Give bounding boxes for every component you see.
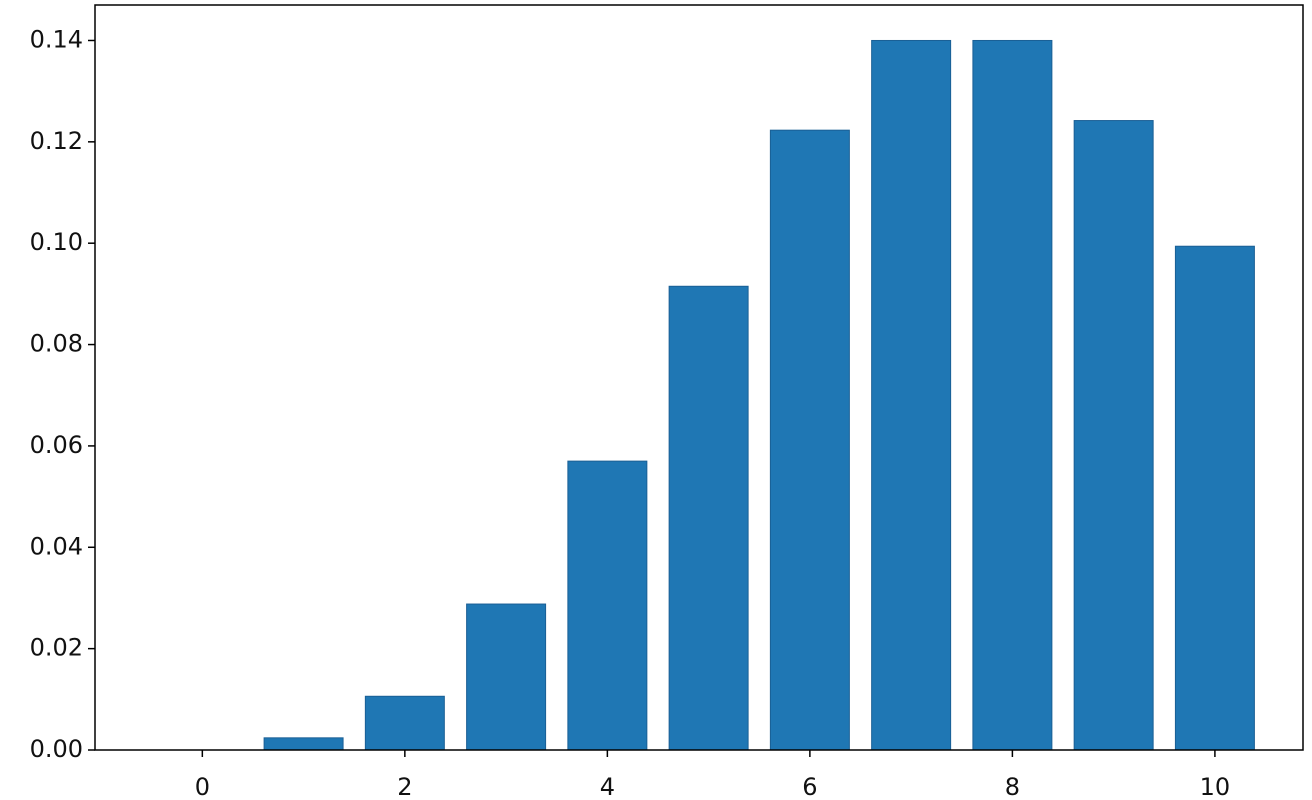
bar [364, 695, 445, 751]
y-tick-label: 0.14 [30, 25, 83, 53]
bar [567, 460, 648, 751]
bar [668, 285, 749, 751]
bar [871, 39, 952, 751]
bar [1073, 120, 1154, 751]
x-tick-label: 0 [195, 773, 210, 800]
y-tick-label: 0.02 [30, 634, 83, 662]
y-tick-label: 0.04 [30, 532, 83, 560]
x-tick-label: 10 [1200, 773, 1231, 800]
bar [972, 39, 1053, 751]
bar [263, 737, 344, 751]
y-tick-label: 0.10 [30, 228, 83, 256]
y-tick-label: 0.12 [30, 127, 83, 155]
bar [769, 129, 850, 751]
x-tick-label: 8 [1005, 773, 1020, 800]
plot-frame [94, 4, 1304, 751]
x-tick-label: 2 [397, 773, 412, 800]
bar [466, 603, 547, 751]
bar [1174, 245, 1255, 751]
x-tick-label: 6 [802, 773, 817, 800]
y-tick-label: 0.08 [30, 330, 83, 358]
x-tick-label: 4 [600, 773, 615, 800]
y-tick-label: 0.00 [30, 735, 83, 763]
y-tick-label: 0.06 [30, 431, 83, 459]
